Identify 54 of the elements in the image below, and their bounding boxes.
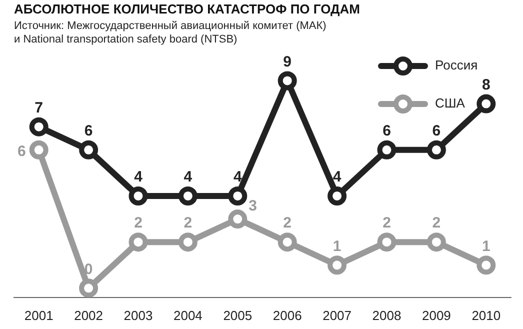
point <box>278 232 297 252</box>
x-tick-label: 2010 <box>472 308 501 323</box>
x-tick-label: 2002 <box>74 308 104 323</box>
point <box>476 94 496 114</box>
data-label: 1 <box>332 238 342 255</box>
point <box>178 186 198 206</box>
data-label: 6 <box>432 122 441 140</box>
legend-label: США <box>435 96 466 111</box>
x-tick-label: 2005 <box>223 308 252 323</box>
data-label: 1 <box>482 238 490 255</box>
data-label: 0 <box>84 260 93 278</box>
data-label: 2 <box>134 214 142 232</box>
point <box>178 232 198 252</box>
point <box>29 117 48 136</box>
data-label: 8 <box>482 76 490 94</box>
legend-label: Россия <box>435 58 478 73</box>
point <box>79 140 98 160</box>
point <box>29 140 48 160</box>
data-label: 2 <box>184 214 192 232</box>
x-tick-label: 2009 <box>422 308 451 323</box>
x-tick-label: 2004 <box>173 308 202 323</box>
x-tick-label: 2007 <box>322 308 352 323</box>
data-label: 4 <box>233 168 242 186</box>
point <box>228 210 248 229</box>
x-tick-label: 2006 <box>272 308 302 323</box>
point <box>377 232 396 252</box>
data-label: 6 <box>18 143 26 160</box>
point <box>278 71 297 90</box>
data-label: 3 <box>248 198 257 215</box>
data-label: 9 <box>283 53 292 70</box>
chart-title: АБСОЛЮТНОЕ КОЛИЧЕСТВО КАТАСТРОФ ПО ГОДАМ <box>14 1 360 16</box>
point <box>426 232 446 252</box>
data-label: 7 <box>34 99 44 116</box>
point <box>328 256 347 275</box>
x-tick-label: 2001 <box>24 308 54 323</box>
point <box>128 232 148 252</box>
point <box>228 186 248 206</box>
data-label: 4 <box>184 168 193 186</box>
data-label: 4 <box>134 168 144 186</box>
x-tick-label: 2008 <box>372 308 402 323</box>
data-label: 2 <box>283 214 292 232</box>
x-tick-label: 2003 <box>124 308 153 323</box>
data-label: 2 <box>382 214 391 232</box>
data-label: 4 <box>332 168 342 186</box>
data-label: 6 <box>84 122 93 140</box>
chart-subtitle: Источник: Межгосударственный авиационный комитет (МАК) и National transportation safety board (NTSB) <box>14 20 326 46</box>
point <box>476 256 496 275</box>
point <box>377 140 396 160</box>
point <box>79 278 98 298</box>
data-label: 2 <box>432 214 441 232</box>
point <box>426 140 446 160</box>
point <box>128 186 148 206</box>
data-label: 6 <box>382 122 391 140</box>
point <box>328 186 347 206</box>
